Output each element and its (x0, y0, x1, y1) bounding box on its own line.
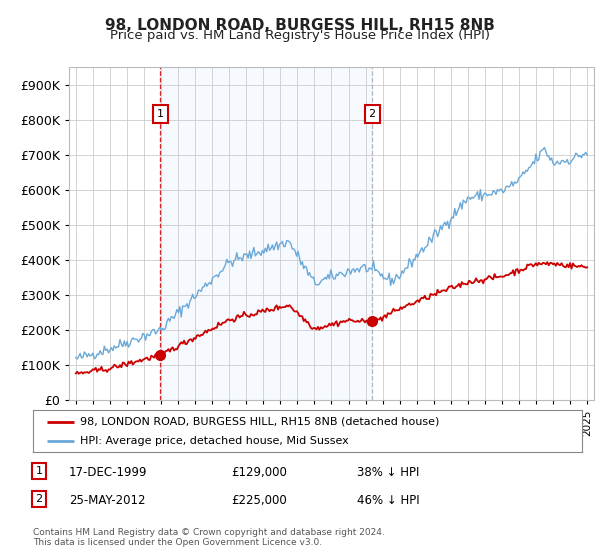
Text: 1: 1 (157, 109, 164, 119)
Bar (160, 67, 372, 400)
Text: Price paid vs. HM Land Registry's House Price Index (HPI): Price paid vs. HM Land Registry's House … (110, 29, 490, 42)
Text: HPI: Average price, detached house, Mid Sussex: HPI: Average price, detached house, Mid … (80, 436, 349, 446)
Text: 2: 2 (35, 494, 43, 504)
Text: Contains HM Land Registry data © Crown copyright and database right 2024.
This d: Contains HM Land Registry data © Crown c… (33, 528, 385, 547)
Text: 98, LONDON ROAD, BURGESS HILL, RH15 8NB (detached house): 98, LONDON ROAD, BURGESS HILL, RH15 8NB … (80, 417, 439, 427)
Text: £129,000: £129,000 (231, 466, 287, 479)
Text: 2: 2 (368, 109, 376, 119)
Text: 46% ↓ HPI: 46% ↓ HPI (357, 494, 419, 507)
Text: 38% ↓ HPI: 38% ↓ HPI (357, 466, 419, 479)
Text: 17-DEC-1999: 17-DEC-1999 (69, 466, 148, 479)
Text: 25-MAY-2012: 25-MAY-2012 (69, 494, 146, 507)
Text: 98, LONDON ROAD, BURGESS HILL, RH15 8NB: 98, LONDON ROAD, BURGESS HILL, RH15 8NB (105, 18, 495, 33)
Text: £225,000: £225,000 (231, 494, 287, 507)
Text: 1: 1 (35, 466, 43, 476)
